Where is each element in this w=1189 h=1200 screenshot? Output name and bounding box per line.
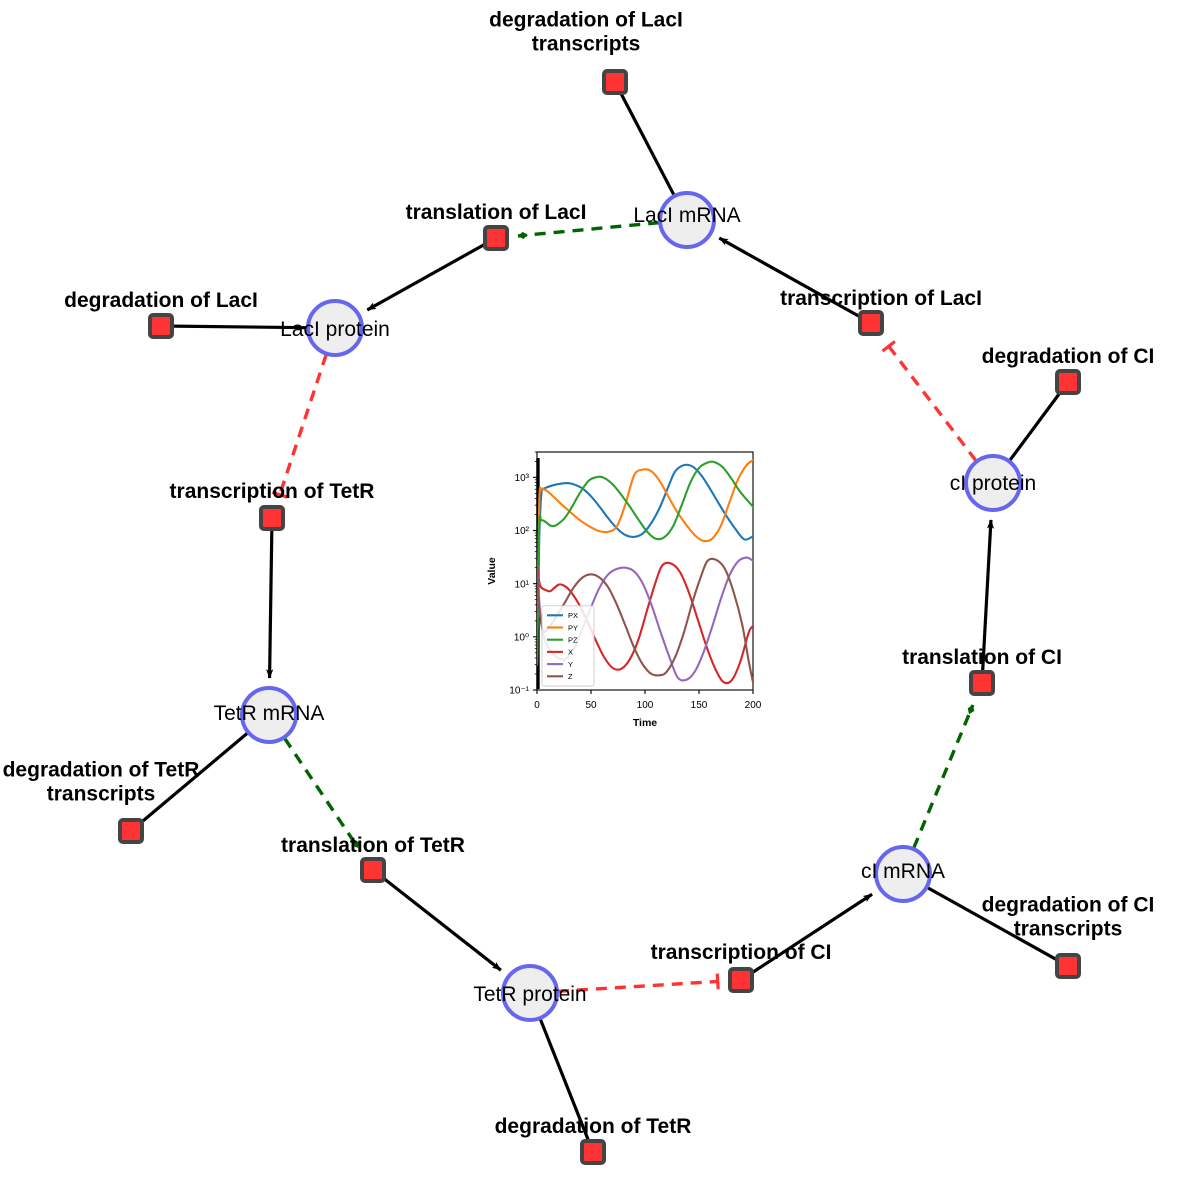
y-tick-label: 10¹ xyxy=(515,579,530,590)
edge-production xyxy=(718,236,860,318)
reaction-node-deg_cI_transcripts[interactable] xyxy=(1055,953,1081,979)
reaction-node-translation_tetR[interactable] xyxy=(360,857,386,883)
legend-label-X: X xyxy=(568,648,573,657)
edge-inhibition xyxy=(557,973,720,993)
edge-consumption xyxy=(1008,393,1061,462)
legend-label-PZ: PZ xyxy=(568,636,578,645)
series-line-PX xyxy=(537,463,753,666)
species-node-lacI_protein[interactable] xyxy=(306,299,364,357)
reaction-node-translation_cI[interactable] xyxy=(969,670,995,696)
edge-production xyxy=(384,878,502,972)
reaction-node-transcription_lacI[interactable] xyxy=(858,310,884,336)
edge-consumption xyxy=(141,731,249,823)
reaction-node-transcription_cI[interactable] xyxy=(728,967,754,993)
x-tick-label: 50 xyxy=(585,700,597,711)
legend-label-PX: PX xyxy=(568,611,578,620)
edge-catalysis xyxy=(283,737,360,849)
reaction-node-transcription_tetR[interactable] xyxy=(259,505,285,531)
species-node-tetR_protein[interactable] xyxy=(501,964,559,1022)
reaction-node-deg_tetR[interactable] xyxy=(580,1139,606,1165)
edge-consumption xyxy=(926,886,1057,961)
y-axis-title: Value xyxy=(486,557,498,585)
legend-box xyxy=(541,605,595,687)
edge-consumption xyxy=(538,1018,590,1141)
reaction-node-deg_lacI[interactable] xyxy=(148,313,174,339)
nodes-group xyxy=(118,69,1081,1165)
y-tick-label: 10³ xyxy=(515,473,530,484)
edge-inhibition xyxy=(271,354,328,499)
species-node-cI_protein[interactable] xyxy=(964,454,1022,512)
legend-label-PY: PY xyxy=(568,623,578,632)
x-tick-label: 100 xyxy=(637,700,654,711)
edge-production xyxy=(752,892,873,974)
edge-consumption xyxy=(619,93,676,196)
edge-production xyxy=(366,243,485,312)
edge-consumption xyxy=(172,324,308,330)
edge-inhibition xyxy=(881,340,978,462)
reaction-node-deg_lacI_transcripts[interactable] xyxy=(602,69,628,95)
species-node-tetR_mrna[interactable] xyxy=(240,686,298,744)
series-line-X xyxy=(537,561,753,685)
edge-catalysis xyxy=(517,220,660,240)
x-axis-title: Time xyxy=(633,717,657,729)
edge-production xyxy=(981,519,995,672)
x-tick-label: 150 xyxy=(691,700,708,711)
series-line-PZ xyxy=(537,460,753,666)
edge-production xyxy=(266,529,274,679)
legend-label-Z: Z xyxy=(568,672,573,681)
x-tick-label: 200 xyxy=(745,700,762,711)
plot-background xyxy=(475,438,767,751)
y-tick-label: 10⁰ xyxy=(514,632,529,643)
edges-group xyxy=(141,93,1061,1141)
reaction-node-translation_lacI[interactable] xyxy=(483,225,509,251)
species-node-cI_mrna[interactable] xyxy=(874,845,932,903)
edge-catalysis xyxy=(912,704,975,849)
legend-label-Y: Y xyxy=(568,660,573,669)
species-node-lacI_mrna[interactable] xyxy=(658,191,716,249)
x-tick-label: 0 xyxy=(534,700,540,711)
plot-legend: PX PY PZ XYZ xyxy=(541,605,595,687)
series-line-PY xyxy=(537,459,753,666)
reaction-node-deg_cI[interactable] xyxy=(1055,369,1081,395)
timecourse-plot: 10⁻¹ 10⁰ 10¹ 10² 10³ 0 50 100 150 200 Time Value PX P… xyxy=(475,438,767,751)
y-tick-label: 10² xyxy=(515,526,530,537)
y-tick-label: 10⁻¹ xyxy=(509,686,529,697)
reaction-node-deg_tetR_transcripts[interactable] xyxy=(118,818,144,844)
